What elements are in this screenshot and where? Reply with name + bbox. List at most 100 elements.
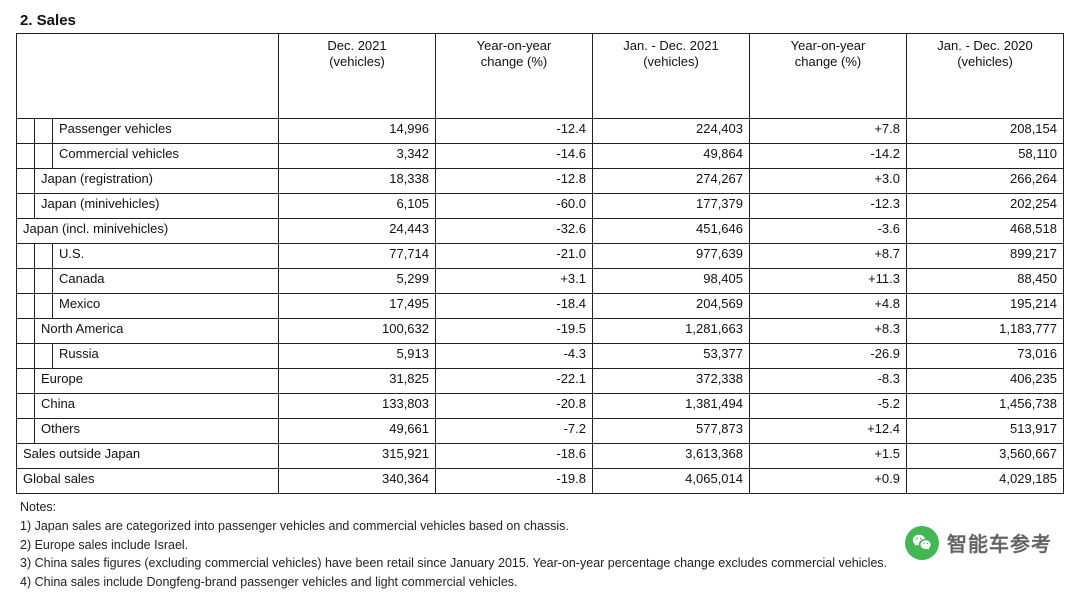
cell-value: -12.3 — [750, 194, 907, 219]
table-row: Passenger vehicles14,996-12.4224,403+7.8… — [17, 119, 1064, 144]
cell-value: 3,613,368 — [593, 444, 750, 469]
cell-value: 340,364 — [279, 469, 436, 494]
cell-value: -21.0 — [436, 244, 593, 269]
table-row: Japan (registration)18,338-12.8274,267+3… — [17, 169, 1064, 194]
cell-value: 208,154 — [907, 119, 1064, 144]
cell-value: 195,214 — [907, 294, 1064, 319]
indent-spacer — [17, 294, 35, 319]
table-row: Sales outside Japan315,921-18.63,613,368… — [17, 444, 1064, 469]
cell-value: -19.5 — [436, 319, 593, 344]
cell-value: +8.3 — [750, 319, 907, 344]
indent-spacer — [35, 119, 53, 144]
col-header: Jan. - Dec. 2021(vehicles) — [593, 34, 750, 119]
table-row: Mexico17,495-18.4204,569+4.8195,214 — [17, 294, 1064, 319]
note-line: 3) China sales figures (excluding commer… — [20, 554, 1064, 573]
indent-spacer — [35, 144, 53, 169]
cell-value: -8.3 — [750, 369, 907, 394]
col-header: Dec. 2021(vehicles) — [279, 34, 436, 119]
row-label: Mexico — [53, 294, 279, 319]
cell-value: 1,281,663 — [593, 319, 750, 344]
row-label: U.S. — [53, 244, 279, 269]
cell-value: 451,646 — [593, 219, 750, 244]
row-label: Japan (incl. minivehicles) — [17, 219, 279, 244]
indent-spacer — [35, 269, 53, 294]
cell-value: -60.0 — [436, 194, 593, 219]
cell-value: -5.2 — [750, 394, 907, 419]
row-label: China — [35, 394, 279, 419]
cell-value: +0.9 — [750, 469, 907, 494]
cell-value: 177,379 — [593, 194, 750, 219]
cell-value: 224,403 — [593, 119, 750, 144]
table-body: Passenger vehicles14,996-12.4224,403+7.8… — [17, 119, 1064, 494]
row-label: Global sales — [17, 469, 279, 494]
cell-value: -32.6 — [436, 219, 593, 244]
cell-value: +7.8 — [750, 119, 907, 144]
cell-value: 5,913 — [279, 344, 436, 369]
col-header: Jan. - Dec. 2020(vehicles) — [907, 34, 1064, 119]
cell-value: 100,632 — [279, 319, 436, 344]
header-label-blank — [17, 34, 279, 119]
indent-spacer — [17, 319, 35, 344]
cell-value: 73,016 — [907, 344, 1064, 369]
row-label: Sales outside Japan — [17, 444, 279, 469]
cell-value: 31,825 — [279, 369, 436, 394]
row-label: Passenger vehicles — [53, 119, 279, 144]
cell-value: 58,110 — [907, 144, 1064, 169]
cell-value: 468,518 — [907, 219, 1064, 244]
cell-value: 315,921 — [279, 444, 436, 469]
cell-value: -18.6 — [436, 444, 593, 469]
col-header: Year-on-yearchange (%) — [436, 34, 593, 119]
cell-value: 4,029,185 — [907, 469, 1064, 494]
cell-value: 3,560,667 — [907, 444, 1064, 469]
table-header: Dec. 2021(vehicles) Year-on-yearchange (… — [17, 34, 1064, 119]
indent-spacer — [17, 244, 35, 269]
cell-value: 6,105 — [279, 194, 436, 219]
cell-value: +1.5 — [750, 444, 907, 469]
note-line: 4) China sales include Dongfeng-brand pa… — [20, 573, 1064, 592]
indent-spacer — [35, 344, 53, 369]
cell-value: 77,714 — [279, 244, 436, 269]
table-row: U.S.77,714-21.0977,639+8.7899,217 — [17, 244, 1064, 269]
notes-block: Notes: 1) Japan sales are categorized in… — [20, 498, 1064, 592]
table-row: Japan (minivehicles)6,105-60.0177,379-12… — [17, 194, 1064, 219]
cell-value: 17,495 — [279, 294, 436, 319]
row-label: Others — [35, 419, 279, 444]
cell-value: +11.3 — [750, 269, 907, 294]
cell-value: 266,264 — [907, 169, 1064, 194]
cell-value: 274,267 — [593, 169, 750, 194]
indent-spacer — [17, 419, 35, 444]
indent-spacer — [17, 344, 35, 369]
table-row: Commercial vehicles3,342-14.649,864-14.2… — [17, 144, 1064, 169]
cell-value: 14,996 — [279, 119, 436, 144]
table-row: North America100,632-19.51,281,663+8.31,… — [17, 319, 1064, 344]
cell-value: -20.8 — [436, 394, 593, 419]
notes-header: Notes: — [20, 498, 1064, 517]
cell-value: 5,299 — [279, 269, 436, 294]
cell-value: -14.6 — [436, 144, 593, 169]
cell-value: 88,450 — [907, 269, 1064, 294]
table-row: Canada5,299+3.198,405+11.388,450 — [17, 269, 1064, 294]
cell-value: 406,235 — [907, 369, 1064, 394]
cell-value: -3.6 — [750, 219, 907, 244]
cell-value: -12.4 — [436, 119, 593, 144]
cell-value: -7.2 — [436, 419, 593, 444]
indent-spacer — [17, 169, 35, 194]
cell-value: -19.8 — [436, 469, 593, 494]
sales-table: Dec. 2021(vehicles) Year-on-yearchange (… — [16, 33, 1064, 494]
cell-value: -14.2 — [750, 144, 907, 169]
cell-value: 204,569 — [593, 294, 750, 319]
row-label: Japan (minivehicles) — [35, 194, 279, 219]
cell-value: +3.0 — [750, 169, 907, 194]
cell-value: 98,405 — [593, 269, 750, 294]
indent-spacer — [35, 294, 53, 319]
cell-value: 977,639 — [593, 244, 750, 269]
cell-value: 3,342 — [279, 144, 436, 169]
table-row: Others49,661-7.2577,873+12.4513,917 — [17, 419, 1064, 444]
indent-spacer — [17, 369, 35, 394]
table-row: Global sales340,364-19.84,065,014+0.94,0… — [17, 469, 1064, 494]
cell-value: -4.3 — [436, 344, 593, 369]
cell-value: +4.8 — [750, 294, 907, 319]
cell-value: -18.4 — [436, 294, 593, 319]
note-line: 1) Japan sales are categorized into pass… — [20, 517, 1064, 536]
cell-value: 202,254 — [907, 194, 1064, 219]
